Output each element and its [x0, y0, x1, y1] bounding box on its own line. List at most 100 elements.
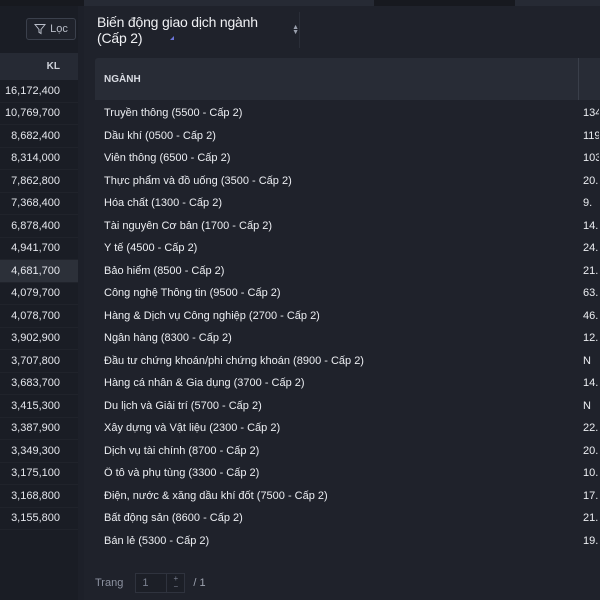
plus-icon[interactable]: +: [173, 574, 179, 583]
sector-value: 14.: [583, 377, 599, 390]
volume-row[interactable]: 16,172,400: [0, 80, 78, 103]
sector-name: Hàng & Dịch vụ Công nghiệp (2700 - Cấp 2…: [104, 309, 320, 322]
filter-icon: [34, 24, 47, 35]
page-current: 1: [142, 577, 149, 589]
sector-table: Truyền thông (5500 - Cấp 2) 134. Dầu khí (…: [95, 102, 600, 552]
volume-value: 3,168,800: [11, 489, 60, 502]
sector-name: Du lịch và Giải trí (5700 - Cấp 2): [104, 399, 262, 412]
sort-icon[interactable]: ▲ ▼: [292, 24, 299, 36]
volume-row[interactable]: 6,878,400: [0, 215, 78, 238]
volume-row[interactable]: 3,387,900: [0, 418, 78, 440]
sector-name: Xây dựng và Vật liệu (2300 - Cấp 2): [104, 422, 281, 435]
sector-panel: Biến động giao dịch ngành (Cấp 2) ▲ ▼ NGÀ…: [84, 6, 600, 600]
table-row[interactable]: Bảo hiểm (8500 - Cấp 2) 21.: [95, 260, 600, 283]
table-row[interactable]: Thực phẩm và đồ uống (3500 - Cấp 2) 20.: [95, 170, 600, 193]
volume-value: 6,878,400: [11, 219, 60, 232]
volume-row[interactable]: 3,902,900: [0, 328, 78, 350]
volume-row[interactable]: 3,683,700: [0, 373, 78, 395]
sector-name: Ô tô và phụ tùng (3300 - Cấp 2): [104, 467, 260, 480]
volume-value: 8,682,400: [11, 129, 60, 142]
table-row[interactable]: Ô tô và phụ tùng (3300 - Cấp 2) 10.: [95, 462, 600, 485]
table-row[interactable]: Y tế (4500 - Cấp 2) 24.: [95, 237, 600, 260]
volume-row[interactable]: 10,769,700: [0, 103, 78, 125]
table-row[interactable]: Công nghệ Thông tin (9500 - Cấp 2) 63.: [95, 282, 600, 305]
sector-name: Hóa chất (1300 - Cấp 2): [104, 197, 223, 210]
volume-row[interactable]: 3,349,300: [0, 440, 78, 463]
sector-value: 63.: [583, 287, 599, 300]
volume-value: 10,769,700: [4, 107, 60, 120]
volume-value: 8,314,000: [11, 152, 60, 165]
table-row[interactable]: Viễn thông (6500 - Cấp 2) 103.: [95, 147, 600, 170]
sector-name: Truyền thông (5500 - Cấp 2): [104, 107, 243, 120]
sector-value: 21.: [583, 512, 599, 525]
table-row[interactable]: Điện, nước & xăng dầu khí đốt (7500 - Cấ…: [95, 485, 600, 508]
page-input[interactable]: 1: [135, 573, 168, 593]
volume-row[interactable]: 4,078,700: [0, 305, 78, 328]
table-row[interactable]: Hàng & Dịch vụ Công nghiệp (2700 - Cấp 2…: [95, 305, 600, 328]
table-header: NGÀNH: [95, 58, 600, 100]
volume-value: 3,155,800: [11, 512, 60, 525]
table-row[interactable]: Đầu tư chứng khoán/phi chứng khoán (8900…: [95, 350, 600, 373]
volume-value: 3,415,300: [11, 399, 60, 412]
table-row[interactable]: Tài nguyên Cơ bản (1700 - Cấp 2) 14.: [95, 215, 600, 238]
volume-row[interactable]: 3,415,300: [0, 395, 78, 418]
volume-row[interactable]: 7,368,400: [0, 193, 78, 215]
volume-row[interactable]: 4,681,700: [0, 260, 78, 283]
top-tab[interactable]: [515, 0, 600, 6]
header-sector[interactable]: NGÀNH: [104, 73, 141, 85]
table-row[interactable]: Bán lẻ (5300 - Cấp 2) 19.: [95, 530, 600, 553]
sector-value: 46.: [583, 309, 599, 322]
sector-value: 134.: [583, 107, 599, 120]
volume-row[interactable]: 4,941,700: [0, 238, 78, 260]
sector-value: 9.: [583, 197, 593, 210]
panel-title-tab[interactable]: Biến động giao dịch ngành (Cấp 2) ▲ ▼: [88, 12, 300, 48]
volume-row[interactable]: 3,155,800: [0, 508, 78, 530]
pagination: Trang 1 + − / 1: [95, 572, 206, 594]
volume-row[interactable]: 8,682,400: [0, 125, 78, 148]
scrollbar[interactable]: [65, 80, 71, 560]
top-tab[interactable]: [84, 0, 374, 6]
volume-row[interactable]: 3,168,800: [0, 485, 78, 508]
sector-name: Dầu khí (0500 - Cấp 2): [104, 129, 216, 142]
volume-row[interactable]: 4,079,700: [0, 283, 78, 305]
volume-row[interactable]: 3,175,100: [0, 463, 78, 485]
table-row[interactable]: Hóa chất (1300 - Cấp 2) 9.: [95, 192, 600, 215]
volume-column-header[interactable]: KL: [0, 53, 78, 80]
sector-value: 119.: [583, 129, 599, 142]
volume-value: 7,368,400: [11, 197, 60, 210]
sector-value: N: [583, 354, 591, 367]
sector-name: Công nghệ Thông tin (9500 - Cấp 2): [104, 287, 281, 300]
volume-value: 3,349,300: [11, 444, 60, 457]
sector-value: 22.: [583, 422, 599, 435]
volume-value: 3,683,700: [11, 377, 60, 390]
table-row[interactable]: Dầu khí (0500 - Cấp 2) 119.: [95, 125, 600, 148]
table-row[interactable]: Ngân hàng (8300 - Cấp 2) 12.: [95, 327, 600, 350]
filter-button[interactable]: Lọc: [26, 18, 76, 40]
sector-name: Bán lẻ (5300 - Cấp 2): [104, 534, 210, 547]
sector-name: Viễn thông (6500 - Cấp 2): [104, 152, 231, 165]
table-row[interactable]: Dịch vụ tài chính (8700 - Cấp 2) 20.: [95, 440, 600, 463]
volume-row[interactable]: 8,314,000: [0, 148, 78, 170]
sector-name: Bất động sản (8600 - Cấp 2): [104, 512, 243, 525]
table-row[interactable]: Hàng cá nhân & Gia dụng (3700 - Cấp 2) 14…: [95, 372, 600, 395]
volume-header-label: KL: [46, 61, 60, 72]
volume-row[interactable]: 3,707,800: [0, 350, 78, 373]
table-row[interactable]: Du lịch và Giải trí (5700 - Cấp 2) N: [95, 395, 600, 418]
sector-name: Tài nguyên Cơ bản (1700 - Cấp 2): [104, 219, 273, 232]
table-row[interactable]: Bất động sản (8600 - Cấp 2) 21.: [95, 507, 600, 530]
page-stepper[interactable]: + −: [167, 573, 186, 593]
sector-value: 19.: [583, 534, 599, 547]
sector-value: N: [583, 399, 591, 412]
sector-value: 14.: [583, 219, 599, 232]
table-row[interactable]: Xây dựng và Vật liệu (2300 - Cấp 2) 22.: [95, 417, 600, 440]
column-divider[interactable]: [578, 58, 579, 100]
table-row[interactable]: Truyền thông (5500 - Cấp 2) 134.: [95, 102, 600, 125]
volume-row[interactable]: 7,862,800: [0, 170, 78, 193]
sector-name: Dịch vụ tài chính (8700 - Cấp 2): [104, 444, 260, 457]
sector-value: 103.: [583, 152, 599, 165]
volume-value: 7,862,800: [11, 174, 60, 187]
volume-value: 3,902,900: [11, 332, 60, 345]
minus-icon[interactable]: −: [173, 582, 179, 591]
volume-value: 4,078,700: [11, 309, 60, 322]
sector-value: 10.: [583, 467, 599, 480]
